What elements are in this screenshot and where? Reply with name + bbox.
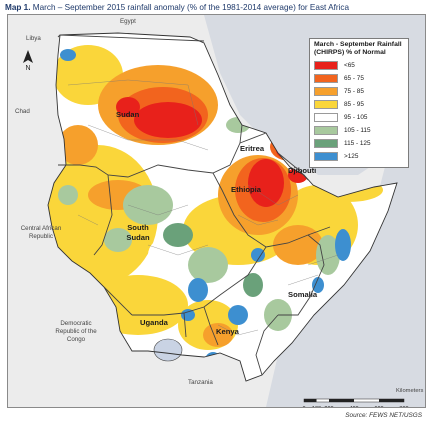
admin-boundaries (67, 79, 339, 336)
label-south-sudan: South Sudan (126, 223, 150, 242)
legend-label: <65 (344, 62, 355, 69)
label-libya: Libya (26, 35, 41, 42)
scale-tick-label: 600 (374, 406, 383, 408)
scale-tick-label: 800 (399, 406, 408, 408)
legend-item: >125 (314, 151, 406, 162)
legend-item: 65 - 75 (314, 73, 406, 84)
legend-item: 95 - 105 (314, 112, 406, 123)
source-credit: Source: FEWS NET/USGS (345, 412, 422, 419)
legend-swatch (314, 152, 338, 161)
legend-item: 115 - 125 (314, 138, 406, 149)
legend-swatch (314, 100, 338, 109)
legend-label: >125 (344, 153, 359, 160)
scale-tick-label: 200 (324, 406, 333, 408)
label-kenya: Kenya (216, 327, 239, 336)
label-sudan: Sudan (116, 110, 140, 119)
scale-tick-label: 100 (312, 406, 321, 408)
legend-item: 85 - 95 (314, 99, 406, 110)
lake-victoria (153, 338, 183, 362)
country-borders (57, 34, 331, 376)
north-arrow-icon: N (23, 50, 33, 71)
label-central-african-republic: Central African Republic (20, 225, 62, 240)
scale-tick-label: 0 (302, 406, 305, 408)
legend-label: 65 - 75 (344, 75, 364, 82)
scale-tick-label: 400 (349, 406, 358, 408)
label-drc: Democratic Republic of the Congo (55, 320, 97, 343)
legend-swatch (314, 126, 338, 135)
scale-unit: Kilometers (396, 388, 424, 394)
legend-label: 85 - 95 (344, 101, 364, 108)
label-uganda: Uganda (140, 318, 168, 327)
legend-swatch (314, 139, 338, 148)
label-tanzania: Tanzania (188, 379, 213, 386)
label-djibouti: Djibouti (288, 166, 317, 175)
label-chad: Chad (15, 108, 30, 115)
legend-label: 105 - 115 (344, 127, 371, 134)
label-eritrea: Eritrea (240, 144, 265, 153)
legend-label: 95 - 105 (344, 114, 368, 121)
red-sea (204, 15, 320, 175)
label-somalia: Somalia (288, 290, 318, 299)
map-title-prefix: Map 1. (5, 3, 31, 12)
legend-label: 75 - 85 (344, 88, 364, 95)
legend-item: <65 (314, 60, 406, 71)
label-egypt: Egypt (120, 18, 136, 25)
legend-swatch (314, 74, 338, 83)
legend-label: 115 - 125 (344, 140, 371, 147)
scale-bar: 0 100 200 400 600 800 Kilometers (298, 388, 423, 408)
svg-text:N: N (25, 65, 30, 71)
map-canvas (8, 15, 398, 407)
legend-item: 75 - 85 (314, 86, 406, 97)
legend-title: March - September Rainfall (CHIRPS) % of… (314, 41, 402, 56)
legend-item: 105 - 115 (314, 125, 406, 136)
rainfall-anomaly-map: Egypt Libya Chad Sudan Eritrea Djibouti … (7, 14, 426, 408)
map-legend: March - September Rainfall (CHIRPS) % of… (309, 38, 409, 168)
legend-swatch (314, 113, 338, 122)
map-title-text: March – September 2015 rainfall anomaly … (30, 3, 350, 12)
legend-swatch (314, 61, 338, 70)
label-ethiopia: Ethiopia (231, 185, 261, 194)
legend-swatch (314, 87, 338, 96)
map-title: Map 1. March – September 2015 rainfall a… (5, 3, 349, 12)
